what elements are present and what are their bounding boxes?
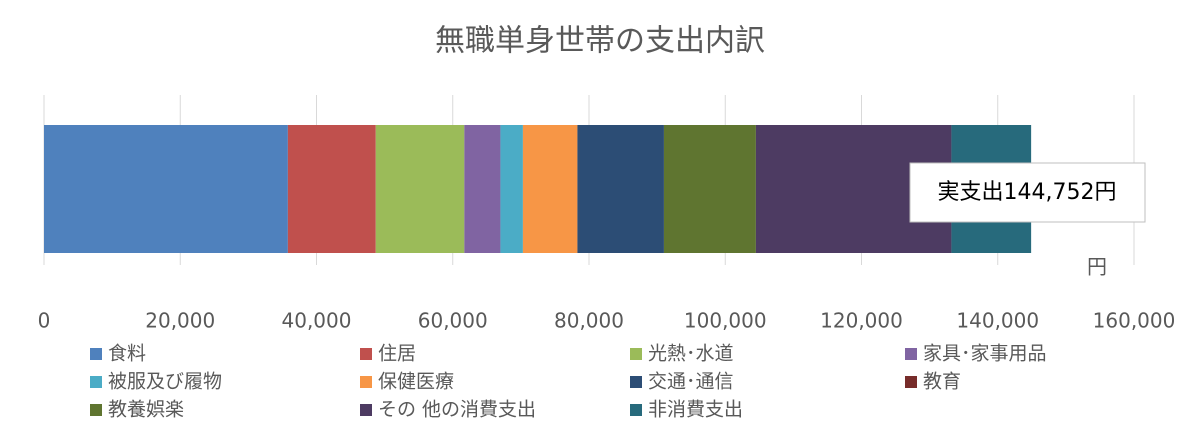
bar-segment — [500, 125, 523, 253]
unit-label: 円 — [1087, 255, 1107, 279]
x-tick-label: 100,000 — [684, 309, 767, 333]
legend-label: 教育 — [923, 371, 961, 393]
bar-segment — [464, 125, 501, 253]
legend-swatch — [360, 348, 372, 360]
legend-label: 食料 — [108, 343, 146, 365]
legend-label: 家具･家事用品 — [923, 343, 1047, 365]
legend-swatch — [90, 376, 102, 388]
bar-segment — [663, 125, 756, 253]
legend-swatch — [905, 376, 917, 388]
x-tick-label: 140,000 — [956, 309, 1039, 333]
annotation-box — [909, 162, 1146, 223]
chart-title: 無職単身世帯の支出内訳 — [435, 24, 765, 59]
legend-swatch — [630, 348, 642, 360]
legend-swatch — [630, 404, 642, 416]
x-tick-label: 160,000 — [1093, 309, 1176, 333]
x-tick-label: 120,000 — [820, 309, 903, 333]
legend-swatch — [90, 348, 102, 360]
x-tick-label: 40,000 — [282, 309, 352, 333]
legend-label: 非消費支出 — [648, 399, 743, 421]
legend-label: 被服及び履物 — [108, 371, 222, 393]
legend-label: 保健医療 — [378, 371, 454, 393]
legend-label: 光熱･水道 — [648, 343, 734, 365]
legend-swatch — [360, 376, 372, 388]
legend-swatch — [360, 404, 372, 416]
x-tick-label: 80,000 — [554, 309, 624, 333]
legend-label: その 他の消費支出 — [378, 399, 536, 421]
legend-swatch — [630, 376, 642, 388]
legend-label: 住居 — [378, 343, 416, 365]
bar-segment — [375, 125, 465, 253]
x-tick-label: 0 — [38, 309, 51, 333]
bar-segment — [522, 125, 578, 253]
x-tick-label: 20,000 — [145, 309, 215, 333]
legend-swatch — [90, 404, 102, 416]
legend-label: 交通･通信 — [648, 371, 734, 393]
bar-segment — [287, 125, 376, 253]
legend-label: 教養娯楽 — [108, 399, 184, 421]
annotation: 実支出144,752円 — [938, 180, 1117, 205]
bar-segment — [44, 125, 288, 253]
legend-swatch — [905, 348, 917, 360]
x-tick-label: 60,000 — [418, 309, 488, 333]
bar-segment — [577, 125, 664, 253]
